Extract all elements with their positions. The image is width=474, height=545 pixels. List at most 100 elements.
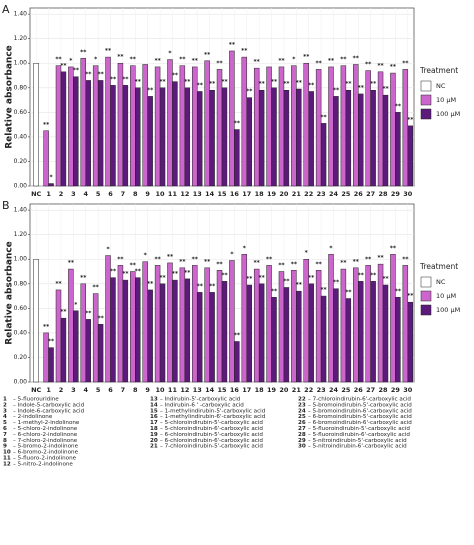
- key-name: – 5-chloroindirubin-5'-carboxylic acid: [160, 420, 263, 426]
- bar: [296, 88, 302, 187]
- y-tick-label: 1.00: [14, 60, 28, 67]
- y-axis-label: Relative absorbance: [5, 45, 15, 149]
- bar: [278, 271, 285, 383]
- x-tick-label: 4: [83, 190, 88, 198]
- bar: [122, 279, 129, 383]
- significance-label: **: [358, 272, 365, 279]
- y-tick-label: 0.80: [14, 84, 28, 91]
- significance-label: *: [94, 56, 98, 63]
- significance-label: **: [110, 268, 117, 275]
- significance-label: **: [68, 260, 75, 267]
- key-number: 29: [298, 438, 306, 444]
- x-tick-label: 18: [255, 386, 265, 394]
- bar: [258, 89, 265, 187]
- significance-label: **: [271, 78, 278, 85]
- y-tick-label: 1.20: [14, 231, 28, 238]
- significance-label: **: [204, 51, 211, 58]
- bar: [221, 281, 228, 383]
- bar: [196, 292, 203, 383]
- significance-label: **: [320, 114, 327, 121]
- x-tick-label: 2: [59, 386, 64, 394]
- significance-label: *: [168, 50, 172, 57]
- significance-label: **: [97, 71, 104, 78]
- significance-label: **: [117, 256, 124, 263]
- legend-title: Treatment: [419, 262, 458, 271]
- legend-label: 10 µM: [436, 292, 456, 300]
- bar: [172, 279, 178, 383]
- significance-label: **: [110, 76, 117, 83]
- x-tick-label: 30: [403, 190, 413, 198]
- x-tick-label: 25: [341, 386, 351, 394]
- significance-label: **: [278, 262, 285, 269]
- x-tick-label: 5: [96, 386, 101, 394]
- significance-label: **: [402, 256, 409, 263]
- significance-label: **: [192, 256, 199, 263]
- x-tick-label: 19: [267, 386, 277, 394]
- x-tick-label: 1: [46, 190, 51, 198]
- key-number: 12: [3, 461, 11, 467]
- key-name: – 5-bromoindirubin-5'-carboxylic acid: [308, 402, 412, 408]
- significance-label: **: [241, 48, 248, 55]
- bar: [60, 317, 67, 383]
- x-tick-label: 30: [403, 386, 413, 394]
- bar: [246, 284, 252, 383]
- key-number: 8: [3, 438, 7, 444]
- x-tick-label: 29: [391, 190, 401, 198]
- bar: [48, 183, 54, 187]
- bar: [308, 91, 314, 187]
- key-number: 17: [150, 420, 158, 426]
- key-number: 15: [150, 408, 158, 414]
- bar: [328, 254, 334, 383]
- significance-label: **: [407, 293, 414, 300]
- x-tick-label: 15: [217, 190, 227, 198]
- significance-label: **: [395, 288, 402, 295]
- bar: [221, 87, 228, 187]
- x-tick-label: 28: [379, 190, 389, 198]
- significance-label: **: [209, 283, 216, 290]
- key-number: 23: [298, 402, 306, 408]
- x-tick-label: 29: [391, 386, 401, 394]
- significance-label: **: [358, 84, 365, 91]
- bar: [73, 310, 79, 383]
- bar: [216, 270, 223, 383]
- x-tick-label: 25: [341, 190, 351, 198]
- legend-swatch: [420, 290, 432, 302]
- significance-label: **: [85, 310, 92, 317]
- legend-label: NC: [436, 278, 446, 286]
- bar: [33, 62, 39, 187]
- significance-label: **: [221, 272, 228, 279]
- key-name: – 6-bromo-2-indolinone: [13, 450, 79, 456]
- key-name: – 5-chloro-2-indolinone: [13, 426, 78, 432]
- key-number: 2: [3, 402, 7, 408]
- bar: [110, 277, 116, 383]
- significance-label: *: [74, 301, 78, 308]
- significance-label: **: [365, 61, 372, 68]
- bar: [97, 80, 104, 187]
- significance-label: *: [329, 245, 333, 252]
- significance-label: **: [184, 269, 191, 276]
- key-name: – Indole-5-carboxylic acid: [13, 402, 85, 408]
- x-tick-label: NC: [31, 386, 41, 394]
- key-name: – 2-indolinone: [13, 414, 53, 420]
- x-tick-label: 23: [317, 190, 326, 198]
- key-number: 4: [3, 414, 7, 420]
- bar: [167, 262, 173, 383]
- bar: [130, 271, 136, 383]
- bar: [407, 301, 414, 383]
- bar: [135, 277, 141, 383]
- legend-label: NC: [436, 82, 446, 90]
- significance-label: **: [315, 60, 322, 67]
- key-name: – Indole-6-carboxylic acid: [13, 408, 85, 414]
- bar: [353, 267, 359, 383]
- y-tick-label: 0.20: [14, 354, 28, 361]
- x-tick-label: 28: [379, 386, 389, 394]
- x-tick-label: 27: [366, 386, 375, 394]
- bar: [229, 50, 235, 187]
- bar: [92, 293, 99, 383]
- significance-label: **: [43, 121, 50, 128]
- bar: [365, 70, 371, 187]
- key-name: – 5-fluoroindirubin-6'-carboxylic acid: [308, 432, 410, 438]
- significance-label: **: [55, 280, 62, 287]
- significance-label: **: [43, 323, 50, 330]
- significance-label: **: [179, 258, 186, 265]
